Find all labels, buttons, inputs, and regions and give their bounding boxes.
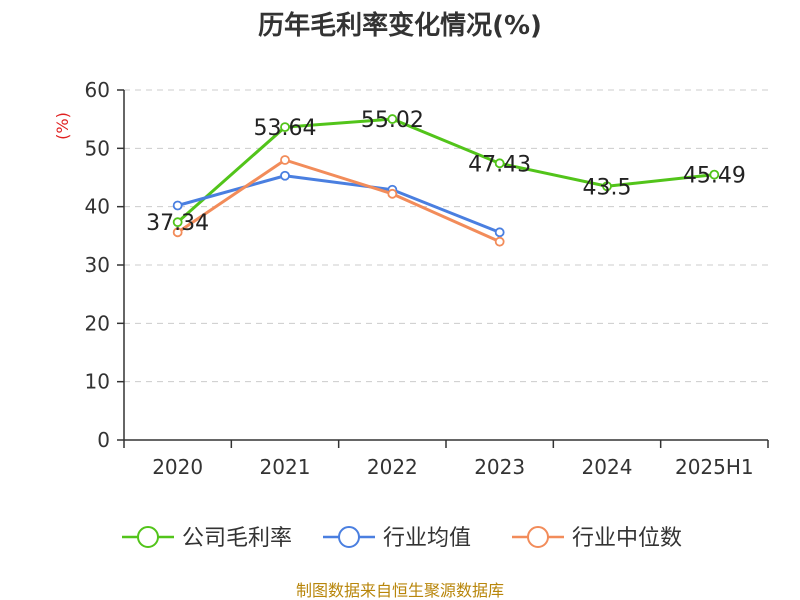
grid: [124, 89, 768, 383]
data-point[interactable]: [494, 227, 505, 238]
data-label: 37.34: [146, 211, 209, 236]
series-lines: [172, 114, 720, 247]
series-line-0: [176, 117, 715, 224]
legend-label: 行业中位数: [572, 526, 682, 551]
legend-item-0[interactable]: 公司毛利率: [122, 526, 292, 551]
chart-title: 历年毛利率变化情况(%): [258, 10, 542, 41]
series-line-2: [176, 158, 501, 244]
data-label: 43.5: [583, 175, 632, 200]
legend-item-2[interactable]: 行业中位数: [512, 526, 682, 551]
data-point[interactable]: [280, 155, 290, 165]
data-point[interactable]: [387, 114, 398, 124]
data-label: 53.64: [254, 116, 317, 141]
data-label: 47.43: [468, 152, 531, 177]
legend-marker: [527, 526, 549, 548]
legend-label: 行业均值: [383, 526, 471, 551]
series-line-1: [177, 174, 501, 234]
legend-marker: [338, 526, 360, 548]
legend-label: 公司毛利率: [182, 526, 292, 551]
data-point[interactable]: [172, 227, 183, 238]
data-point[interactable]: [494, 236, 505, 247]
data-point[interactable]: [494, 158, 505, 169]
y-tick-label: 0: [97, 428, 110, 452]
legend[interactable]: 公司毛利率 行业均值 行业中位数: [122, 526, 682, 551]
y-tick-label: 50: [85, 136, 110, 160]
y-tick-label: 40: [85, 195, 110, 219]
x-tick-label: 2025H1: [675, 455, 754, 479]
legend-marker: [137, 526, 159, 548]
y-tick-label: 30: [85, 253, 110, 277]
y-tick-label: 10: [85, 370, 110, 394]
y-tick-label: 60: [85, 78, 110, 102]
data-point[interactable]: [387, 188, 398, 199]
data-point[interactable]: [709, 169, 720, 180]
axes: 0 10 20 30 40 50 60 2020 2021 2022 2023 2024 2025H1: [85, 78, 769, 479]
source-note: 制图数据来自恒生聚源数据库: [296, 581, 504, 600]
data-point[interactable]: [172, 217, 183, 228]
x-tick-label: 2023: [474, 455, 525, 479]
data-point[interactable]: [280, 170, 290, 181]
data-point[interactable]: [280, 122, 290, 132]
y-tick-label: 20: [85, 311, 110, 335]
data-label: 55.02: [361, 108, 424, 133]
data-labels: 37.34 53.64 55.02 47.43 43.5 45.49: [146, 108, 746, 236]
data-point[interactable]: [602, 181, 612, 192]
legend-item-1[interactable]: 行业均值: [323, 526, 471, 551]
data-label: 45.49: [683, 164, 746, 189]
x-tick-label: 2021: [260, 455, 311, 479]
x-tick-label: 2020: [152, 455, 203, 479]
y-axis-unit: (%): [53, 112, 72, 140]
data-point[interactable]: [172, 200, 183, 211]
x-tick-label: 2022: [367, 455, 418, 479]
x-tick-label: 2024: [582, 455, 633, 479]
